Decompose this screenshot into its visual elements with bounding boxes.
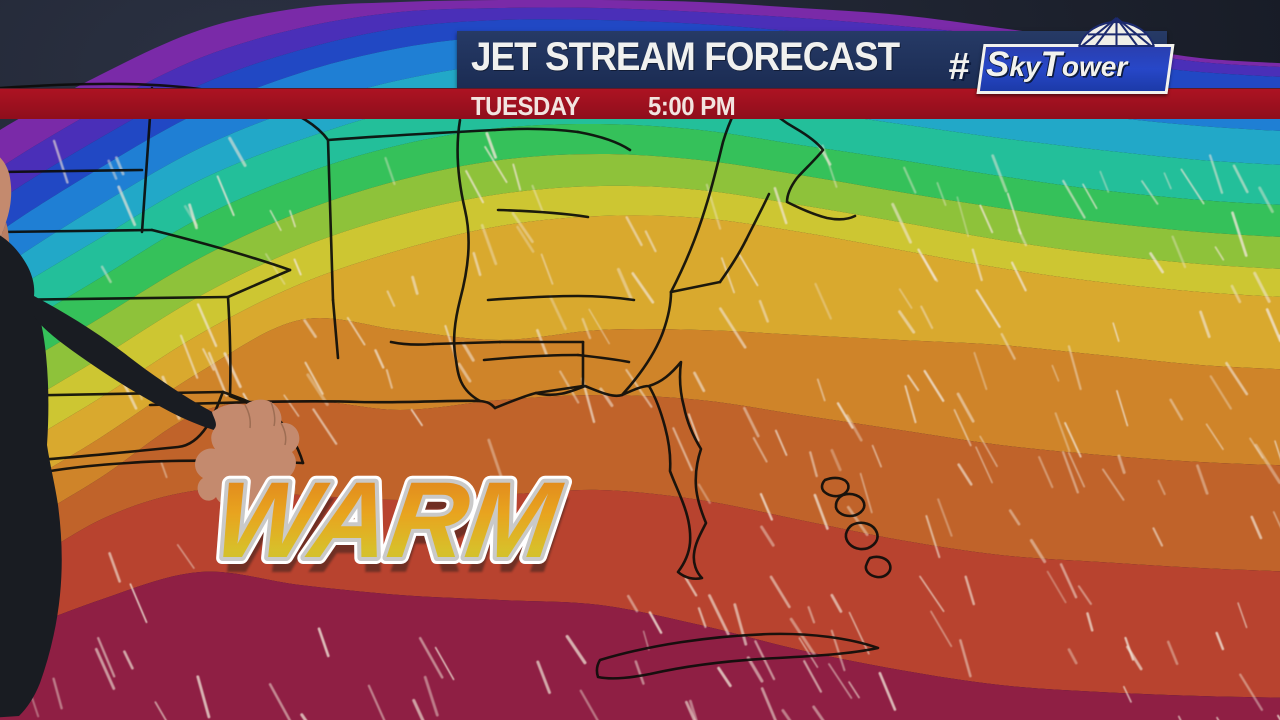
svg-text:WARM: WARM bbox=[215, 459, 569, 579]
